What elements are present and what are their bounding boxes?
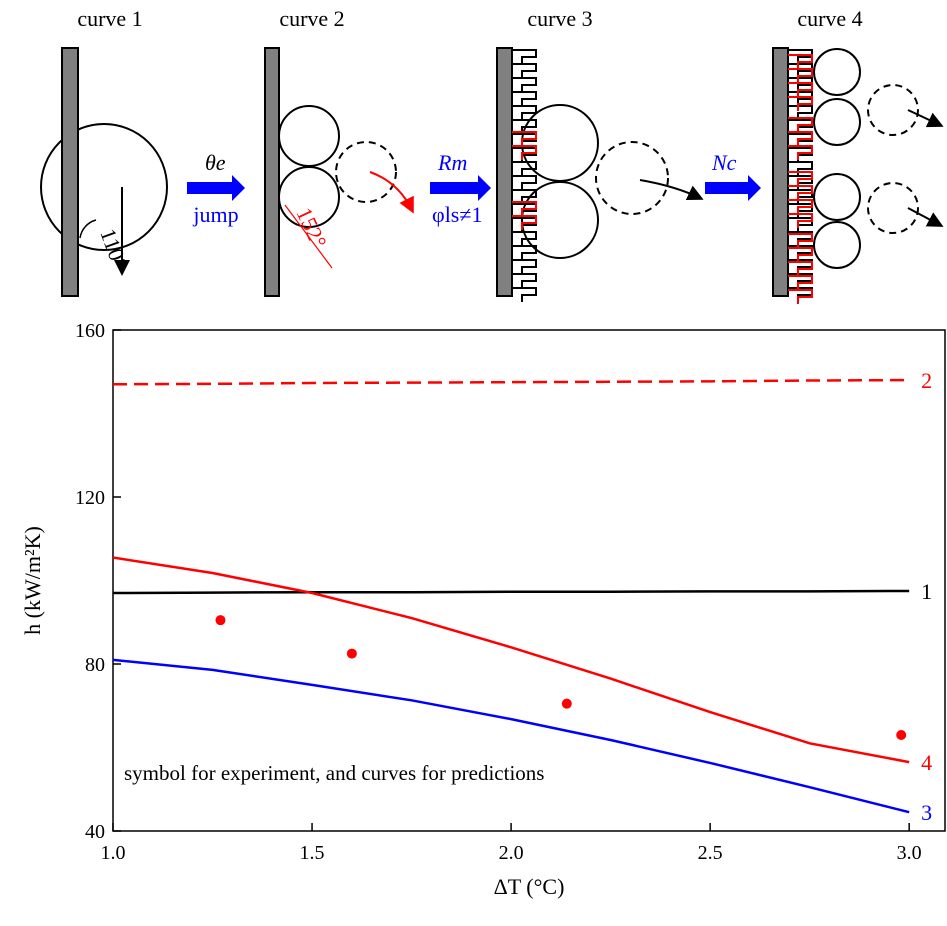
fins [788, 233, 813, 304]
wall [772, 47, 789, 297]
series-line [112, 658, 910, 814]
x-tick-label: 2.0 [499, 842, 524, 864]
bubble-departing [867, 84, 919, 136]
arrow-label: θe [205, 150, 226, 175]
fins [788, 171, 813, 228]
wall [264, 47, 280, 297]
fins [788, 54, 813, 111]
plot: 1.0 1.5 2.0 2.5 3.0 40 80 120 160 ΔT (°C) h (kW/m²… [20, 320, 946, 899]
panel-title: curve 2 [279, 6, 344, 31]
plot-frame [112, 329, 946, 832]
series-line [112, 378, 910, 386]
arrow-label: jump [192, 202, 238, 227]
series-line [112, 556, 910, 764]
fins [788, 117, 813, 160]
x-tick-label: 3.0 [897, 842, 922, 864]
x-axis-label: ΔT (°C) [494, 874, 565, 899]
y-tick-label: 80 [85, 654, 105, 676]
wall [61, 47, 79, 297]
process-arrow [705, 175, 761, 201]
series-line [112, 589, 910, 595]
bubble-departing [335, 141, 397, 203]
angle-arc [79, 219, 97, 239]
y-tick-label: 120 [75, 487, 105, 509]
fins [512, 201, 537, 230]
experiment-point [346, 648, 357, 659]
experiment-point [561, 698, 572, 709]
bubble [813, 48, 861, 96]
bubble [813, 98, 861, 146]
x-tick-label: 1.0 [101, 842, 126, 864]
bubble [813, 221, 861, 269]
bubble [521, 181, 599, 259]
panel-title: curve 1 [77, 6, 142, 31]
arrow [907, 207, 944, 227]
y-tick-label: 40 [85, 821, 105, 843]
process-arrow [187, 175, 245, 201]
panel-title: curve 4 [797, 6, 862, 31]
bubble [278, 105, 340, 167]
arrow [369, 171, 414, 214]
x-tick-label: 2.5 [698, 842, 723, 864]
series-label: 4 [921, 750, 932, 775]
arrow-label: Rm [437, 150, 467, 175]
series-label: 2 [921, 368, 932, 393]
bubble [40, 123, 168, 251]
y-tick-label: 160 [75, 320, 105, 342]
experiment-point [215, 615, 226, 626]
angle-label: 110° [95, 225, 133, 272]
angle-label: 152° [291, 204, 331, 252]
process-arrow [430, 175, 491, 201]
arrow [639, 179, 704, 201]
tangent [284, 204, 333, 269]
wall [496, 47, 513, 297]
bubble [813, 173, 861, 221]
annotation: symbol for experiment, and curves for pr… [124, 761, 544, 785]
fins [512, 131, 537, 160]
schematic: curve 1 curve 2 curve 3 curve 4 110° θe … [40, 6, 944, 304]
bubble-departing [867, 182, 919, 234]
y-axis-label: h (kW/m²K) [20, 526, 45, 635]
bubble-departing [595, 141, 669, 215]
x-tick-label: 1.5 [300, 842, 325, 864]
arrow [907, 109, 944, 128]
arrow-label: Nc [711, 150, 737, 175]
panel-title: curve 3 [527, 6, 592, 31]
series-label: 3 [921, 800, 932, 825]
arrow-label: φls≠1 [432, 202, 482, 227]
fins [512, 49, 537, 302]
experiment-point [896, 729, 907, 740]
fins [788, 49, 813, 302]
series-label: 1 [921, 579, 932, 604]
